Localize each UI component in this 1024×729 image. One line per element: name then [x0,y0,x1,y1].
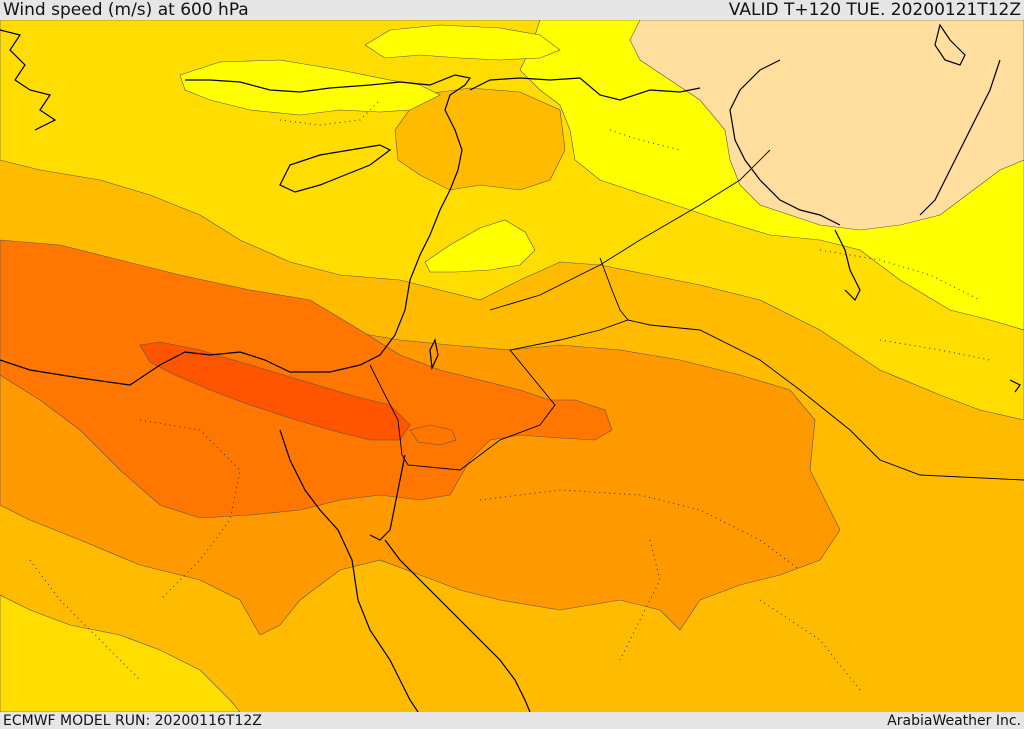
band-amber-levant [394,87,566,191]
valid-time-label: VALID T+120 TUE. 20200121T12Z [728,0,1021,20]
header-bar: Wind speed (m/s) at 600 hPa VALID T+120 … [0,0,1024,20]
borders [369,149,1024,481]
band-yellow-north-patch [179,59,441,116]
dotted-borders [29,99,991,691]
weather-map[interactable] [0,20,1024,712]
band-dark-orange [0,239,613,519]
band-yellow-levant-patch [424,219,536,273]
coastlines [0,23,1021,712]
model-run-label: ECMWF MODEL RUN: 20200116T12Z [3,712,262,729]
map-title: Wind speed (m/s) at 600 hPa [3,0,249,20]
wind-speed-map-svg [0,20,1024,712]
band-gold-southwest [0,594,241,712]
credit-label: ArabiaWeather Inc. [887,712,1021,729]
footer-bar: ECMWF MODEL RUN: 20200116T12Z ArabiaWeat… [0,712,1024,729]
band-light-northeast [629,20,1024,231]
band-yellow-top-center [364,24,561,61]
band-dark-orange-patch [409,424,457,446]
